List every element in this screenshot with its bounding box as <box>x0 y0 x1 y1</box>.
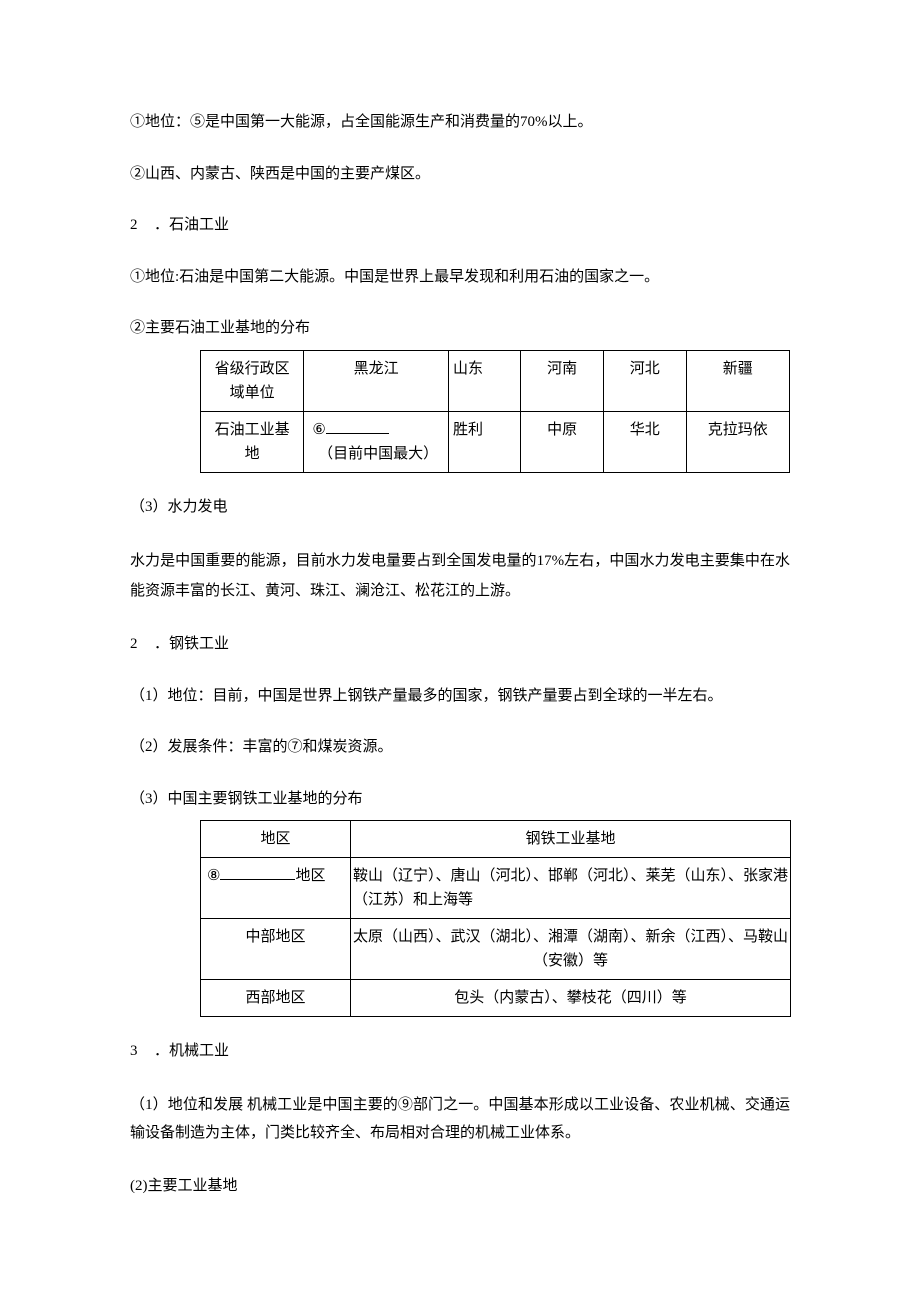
fill-blank[interactable] <box>220 865 295 880</box>
table-cell: 华北 <box>603 411 686 472</box>
fill-blank[interactable] <box>326 419 389 434</box>
blank-marker: ⑥ <box>312 422 325 438</box>
table-caption: （3）中国主要钢铁工业基地的分布 <box>130 787 790 813</box>
table-row: ⑧地区 鞍山（辽宁）、唐山（河北）、邯郸（河北）、莱芜（山东）、张家港（江苏）和… <box>201 858 791 919</box>
table-cell: 太原（山西）、武汉（湖北）、湘潭（湖南）、新余（江西）、马鞍山（安徽）等 <box>351 919 791 980</box>
oil-industry-table: 省级行政区域单位 黑龙江 山东 河南 河北 新疆 石油工业基地 ⑥ （目前中国最… <box>200 350 790 473</box>
paragraph: （1）地位：目前，中国是世界上钢铁产量最多的国家，钢铁产量要占到全球的一半左右。 <box>130 684 790 710</box>
table-cell: 黑龙江 <box>304 350 449 411</box>
section-heading: 3．机械工业 <box>130 1039 790 1065</box>
section-title: ．石油工业 <box>154 217 229 233</box>
table-cell: 克拉玛依 <box>686 411 789 472</box>
table-cell: 省级行政区域单位 <box>201 350 304 411</box>
paragraph: ①地位:石油是中国第二大能源。中国是世界上最早发现和利用石油的国家之一。 <box>130 265 790 291</box>
table-header-cell: 钢铁工业基地 <box>351 821 791 858</box>
table-cell: 石油工业基地 <box>201 411 304 472</box>
table-cell: 河南 <box>521 350 604 411</box>
section-number: 3 <box>130 1039 154 1065</box>
section-title: ．钢铁工业 <box>154 636 229 652</box>
sub-heading: (2)主要工业基地 <box>130 1174 790 1200</box>
table-cell: ⑧地区 <box>201 858 351 919</box>
table-cell: 鞍山（辽宁）、唐山（河北）、邯郸（河北）、莱芜（山东）、张家港（江苏）和上海等 <box>351 858 791 919</box>
table-cell: 包头（内蒙古）、攀枝花（四川）等 <box>351 980 791 1017</box>
table-cell: 中部地区 <box>201 919 351 980</box>
table-row: 石油工业基地 ⑥ （目前中国最大） 胜利 中原 华北 克拉玛依 <box>201 411 790 472</box>
document-page: ①地位：⑤是中国第一大能源，占全国能源生产和消费量的70%以上。 ②山西、内蒙古… <box>0 0 920 1305</box>
table-cell: 中原 <box>521 411 604 472</box>
paragraph: （2）发展条件：丰富的⑦和煤炭资源。 <box>130 735 790 761</box>
sub-heading: （3）水力发电 <box>130 495 790 521</box>
table-cell: ⑥ （目前中国最大） <box>304 411 449 472</box>
table-header-cell: 地区 <box>201 821 351 858</box>
table-caption: ②主要石油工业基地的分布 <box>130 316 790 342</box>
table-cell: 河北 <box>603 350 686 411</box>
table-cell: 胜利 <box>448 411 520 472</box>
steel-industry-table: 地区 钢铁工业基地 ⑧地区 鞍山（辽宁）、唐山（河北）、邯郸（河北）、莱芜（山东… <box>200 820 791 1017</box>
table-cell: 山东 <box>448 350 520 411</box>
table-row: 西部地区 包头（内蒙古）、攀枝花（四川）等 <box>201 980 791 1017</box>
section-heading: 2．钢铁工业 <box>130 632 790 658</box>
paragraph: ①地位：⑤是中国第一大能源，占全国能源生产和消费量的70%以上。 <box>130 110 790 136</box>
section-number: 2 <box>130 213 154 239</box>
blank-marker: ⑧ <box>207 868 220 884</box>
paragraph: 水力是中国重要的能源，目前水力发电量要占到全国发电量的17%左右，中国水力发电主… <box>130 546 790 606</box>
section-title: ．机械工业 <box>154 1043 229 1059</box>
table-row: 地区 钢铁工业基地 <box>201 821 791 858</box>
table-row: 中部地区 太原（山西）、武汉（湖北）、湘潭（湖南）、新余（江西）、马鞍山（安徽）… <box>201 919 791 980</box>
paragraph: （1）地位和发展 机械工业是中国主要的⑨部门之一。中国基本形成以工业设备、农业机… <box>130 1091 790 1148</box>
section-number: 2 <box>130 632 154 658</box>
section-heading: 2．石油工业 <box>130 213 790 239</box>
paragraph: ②山西、内蒙古、陕西是中国的主要产煤区。 <box>130 162 790 188</box>
table-row: 省级行政区域单位 黑龙江 山东 河南 河北 新疆 <box>201 350 790 411</box>
table-cell: 新疆 <box>686 350 789 411</box>
table-cell: 西部地区 <box>201 980 351 1017</box>
